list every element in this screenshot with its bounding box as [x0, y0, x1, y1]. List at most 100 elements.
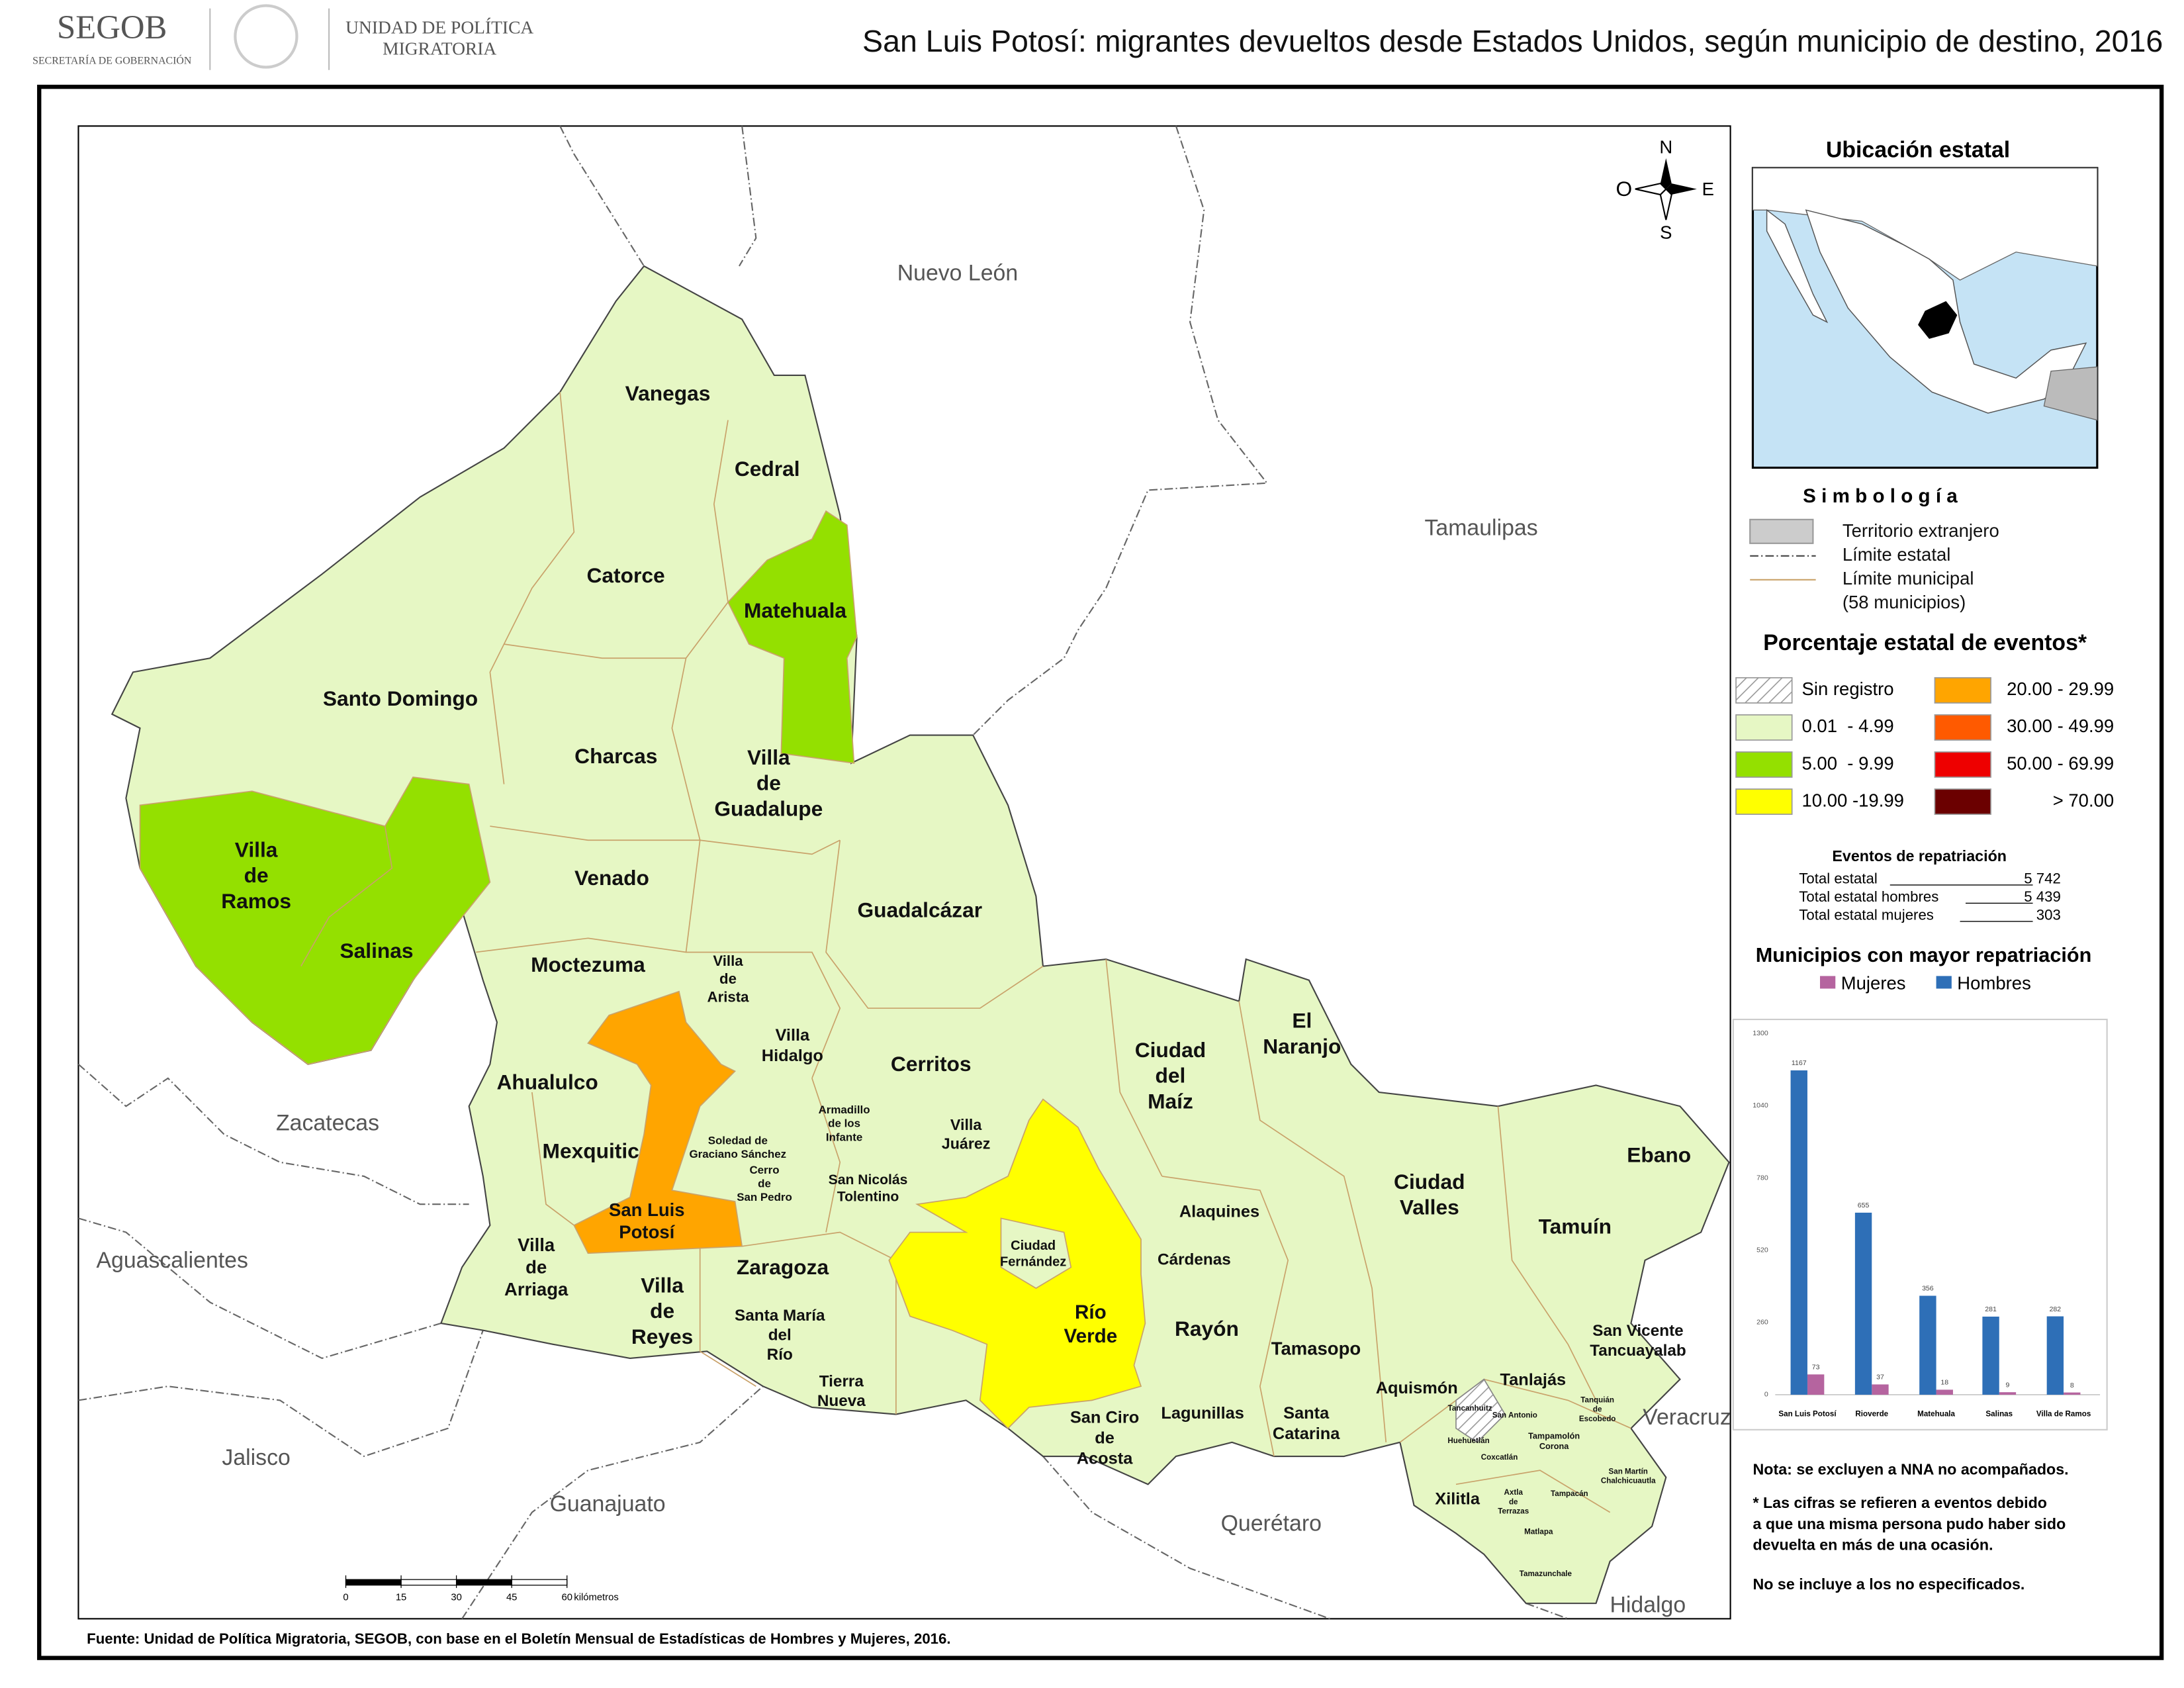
state-label: Querétaro — [1221, 1511, 1322, 1536]
state-label: Zacatecas — [276, 1111, 379, 1136]
state-label: Guanajuato — [550, 1491, 666, 1517]
state-boundary — [1042, 1456, 1330, 1620]
municipality-label: Verde — [1064, 1325, 1118, 1347]
total-label: Total estatal hombres — [1799, 888, 1938, 905]
legend-label: Hombres — [1957, 972, 2031, 993]
area-san-luis-potosi — [573, 990, 743, 1254]
compass-label: N — [1659, 137, 1672, 158]
municipality-label: Villa — [713, 953, 743, 969]
municipality-label: Venado — [574, 866, 649, 890]
municipality-label: de — [756, 771, 781, 795]
scale-label: 15 — [396, 1593, 406, 1603]
municipality-label: Santa María — [735, 1307, 825, 1325]
municipality-label: Tancanhuitz — [1448, 1404, 1492, 1413]
municipality-label: Naranjo — [1263, 1034, 1341, 1058]
municipal-boundary — [825, 840, 1044, 1009]
x-tick-label: Salinas — [1985, 1410, 2013, 1419]
data-label: 1167 — [1792, 1059, 1807, 1067]
municipality-label: Tanquián — [1580, 1395, 1614, 1404]
note: devuelta en más de una ocasión. — [1752, 1536, 1993, 1554]
municipality-label: Acosta — [1077, 1450, 1134, 1468]
municipality-label: Tamazunchale — [1520, 1570, 1572, 1578]
bar — [1982, 1316, 1999, 1395]
area-sin-registro — [1455, 1378, 1506, 1443]
class-label: 20.00 - 29.99 — [2007, 679, 2114, 699]
municipality-label: Matlapa — [1524, 1527, 1553, 1536]
state-boundary — [1525, 1603, 1569, 1620]
scale-label: 0 — [343, 1593, 348, 1603]
inset-central-america — [2043, 366, 2098, 421]
municipality-label: San Pedro — [737, 1191, 792, 1203]
municipality-label: Villa — [775, 1026, 810, 1045]
scale-label: 30 — [451, 1593, 461, 1603]
scale-segment — [400, 1579, 457, 1586]
area-matehuala — [727, 510, 858, 764]
data-label: 655 — [1858, 1201, 1870, 1209]
municipality-label: Salinas — [340, 939, 413, 962]
municipality-label: Catarina — [1273, 1425, 1340, 1443]
state-label: Jalisco — [222, 1445, 290, 1470]
municipality-label: Escobedo — [1579, 1415, 1616, 1423]
source: Fuente: Unidad de Política Migratoria, S… — [87, 1630, 950, 1647]
frame — [37, 84, 2164, 1660]
municipality-label: Río — [767, 1346, 793, 1364]
municipality-label: Ciudad — [1394, 1170, 1465, 1194]
compass-label: S — [1660, 222, 1672, 243]
class-swatch — [1735, 788, 1793, 815]
municipality-label: Xilitla — [1435, 1489, 1480, 1508]
symbol-label: (58 municipios) — [1843, 592, 1966, 612]
municipal-boundary — [1238, 1001, 1387, 1442]
symbology-title: S i m b o l o g í a — [1803, 485, 1958, 507]
area-villa-de-ramos-salinas — [139, 776, 491, 1065]
bar — [1854, 1212, 1872, 1395]
municipality-label: Ciudad — [1011, 1239, 1056, 1253]
municipality-label: Lagunillas — [1161, 1404, 1244, 1423]
municipal-boundary — [811, 1078, 841, 1233]
municipality-label: Villa — [747, 745, 790, 769]
municipality-label: Alaquines — [1179, 1203, 1259, 1221]
municipality-label: Tolentino — [837, 1190, 899, 1205]
municipality-label: Tanlajás — [1500, 1370, 1567, 1389]
scale-segment — [345, 1579, 402, 1586]
compass-arrow — [1666, 183, 1697, 195]
bar — [1919, 1295, 1936, 1395]
class-swatch — [1934, 677, 1991, 704]
bar — [1790, 1070, 1807, 1395]
municipality-label: Moctezuma — [531, 953, 645, 976]
header: SEGOB SECRETARÍA DE GOBERNACIÓN UNIDAD D… — [32, 4, 2163, 70]
municipality-label: Graciano Sánchez — [690, 1148, 787, 1160]
municipality-label: Santo Domingo — [323, 686, 478, 710]
y-tick-label: 1300 — [1752, 1029, 1768, 1037]
municipality-label: del — [768, 1327, 792, 1344]
municipal-boundary — [742, 1231, 897, 1415]
municipality-label: Villa — [235, 838, 278, 862]
state-label: Nuevo León — [897, 261, 1018, 286]
municipality-label: San Vicente — [1592, 1322, 1683, 1340]
municipality-label: San Luis — [609, 1199, 685, 1220]
municipality-label: Cerritos — [891, 1052, 972, 1076]
legend-swatch — [1820, 976, 1836, 989]
municipality-label: de — [244, 863, 269, 887]
note: a que una misma persona pudo haber sido — [1752, 1515, 2066, 1532]
municipality-label: de — [525, 1257, 547, 1278]
inset-slp — [1918, 301, 1958, 339]
note: * Las cifras se refieren a eventos debid… — [1752, 1494, 2047, 1511]
classes-title: Porcentaje estatal de eventos* — [1763, 630, 2087, 655]
municipal-boundary — [504, 643, 686, 659]
scale-segment — [455, 1579, 512, 1586]
state-boundary — [559, 125, 645, 267]
compass-label: E — [1702, 179, 1714, 199]
municipality-label: Potosí — [619, 1222, 675, 1243]
municipality-label: Tamuín — [1539, 1215, 1612, 1239]
state-label: Hidalgo — [1610, 1592, 1686, 1617]
symbol-label: Límite estatal — [1843, 544, 1951, 565]
municipality-label: de los — [828, 1117, 860, 1130]
municipality-label: Armadillo — [819, 1103, 870, 1116]
x-tick-label: San Luis Potosí — [1778, 1410, 1837, 1419]
x-tick-label: Rioverde — [1855, 1410, 1888, 1419]
municipality-label: Huehuetlán — [1447, 1436, 1489, 1445]
state-boundary — [739, 126, 757, 267]
municipality-label: Tancuayalab — [1590, 1342, 1686, 1360]
municipality-label: Zaragoza — [737, 1255, 829, 1279]
